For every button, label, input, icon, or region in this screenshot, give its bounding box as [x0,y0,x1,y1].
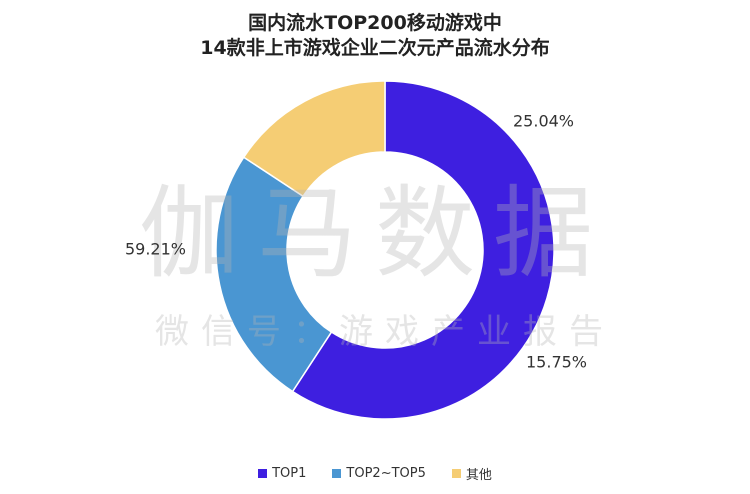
legend-label: TOP1 [272,466,307,481]
legend-item-top2-top5: TOP2~TOP5 [332,464,426,483]
legend-label: 其他 [465,468,492,483]
chart-subtitle: 14款非上市游戏企业二次元产品流水分布 [200,37,550,59]
data-label-top2-top5: 25.04% [513,112,574,131]
data-label-top1: 59.21% [125,240,186,259]
slice-top2-top5 [215,156,333,393]
legend-swatch [258,469,268,478]
chart-legend: TOP1 TOP2~TOP5 其他 [0,464,750,483]
legend-label: TOP2~TOP5 [346,466,426,481]
legend-item-other: 其他 [451,464,492,483]
slice-top1 [291,80,555,420]
slices-group [215,80,555,420]
legend-swatch [332,469,342,478]
chart-title: 国内流水TOP200移动游戏中 [248,12,502,34]
legend-swatch [451,469,461,478]
slice-other [242,80,386,198]
labels-group: 59.21% 25.04% 15.75% [125,112,587,372]
watermark-subtext: 微信号：游戏产业报告 [155,312,615,352]
watermark-text: 伽马数据 [139,175,611,292]
legend-item-top1: TOP1 [258,464,306,483]
data-label-other: 15.75% [526,353,587,372]
